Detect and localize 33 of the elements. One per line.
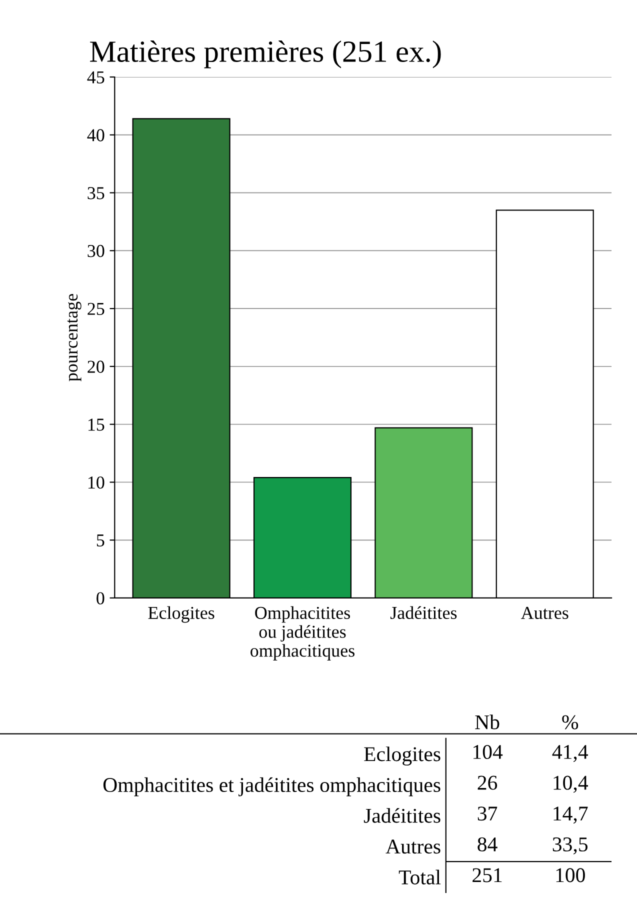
text: 41,4	[552, 745, 588, 762]
category-label: %	[562, 715, 578, 730]
y-tick-label: 30	[88, 244, 104, 258]
text: 84	[478, 837, 498, 852]
y-axis-title: pourcentage	[67, 294, 82, 382]
text: 37	[478, 806, 498, 821]
category-label: Nb	[475, 714, 500, 730]
text: 33,5	[552, 837, 588, 854]
text: 100	[556, 868, 585, 882]
category-label: Omphacitites et jadéitites omphacitiques	[103, 777, 440, 796]
chart-title: Matières premières (251 ex.)	[90, 40, 441, 68]
category-label: Jadéitites	[364, 808, 440, 823]
text: 10,4	[554, 776, 588, 793]
y-tick-label: 20	[88, 360, 104, 373]
text: 251	[472, 868, 502, 882]
category-label: Autres	[386, 840, 440, 854]
text: 104	[474, 744, 503, 760]
y-tick-label: 15	[88, 418, 104, 431]
y-tick-label: 35	[88, 187, 104, 200]
y-tick-label: 10	[88, 476, 104, 489]
text: 26	[478, 776, 498, 790]
x-tick-label: Jadéitites	[390, 606, 457, 619]
category-label: Total	[398, 870, 441, 884]
text: 14,7	[554, 806, 588, 824]
y-tick-label: 45	[87, 71, 104, 84]
x-tick-label: Omphacitites ou jadéitites omphacitiques	[250, 606, 354, 660]
y-tick-label: 40	[87, 129, 104, 142]
category-label: Eclogites	[364, 746, 440, 766]
y-tick-label: 0	[96, 592, 104, 604]
y-tick-label: 5	[96, 534, 104, 547]
x-tick-label: Eclogites	[148, 606, 214, 623]
x-tick-label: Autres	[520, 606, 568, 619]
y-tick-label: 25	[88, 302, 104, 315]
